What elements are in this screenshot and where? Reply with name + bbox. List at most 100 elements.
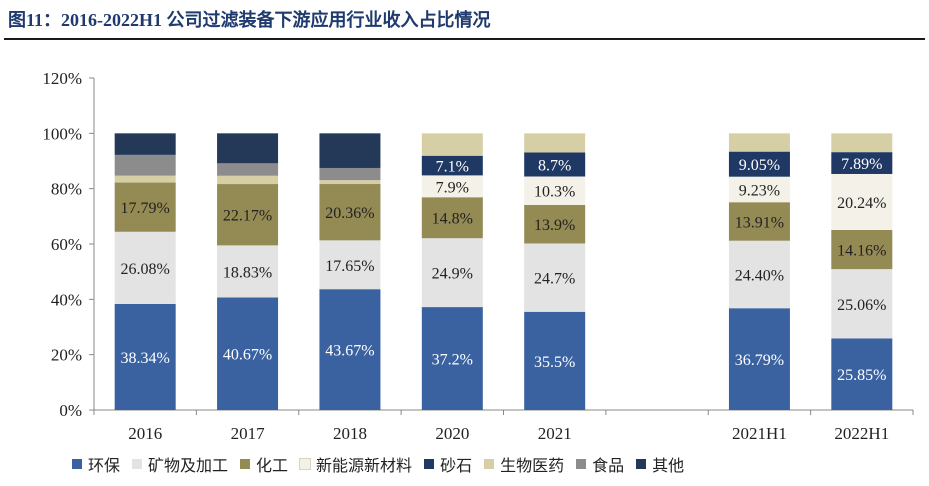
bar-segment	[217, 297, 279, 410]
data-label: 38.34%	[121, 350, 170, 367]
x-tick-label: 2016	[128, 424, 162, 443]
legend-item: 生物医药	[484, 452, 564, 476]
bar-segment	[114, 231, 176, 304]
data-label: 13.9%	[534, 217, 575, 234]
bar-segment	[217, 175, 279, 185]
x-tick-label: 2018	[333, 424, 367, 443]
bar-segment	[217, 184, 279, 246]
legend-swatch	[576, 459, 587, 469]
bar-segment	[421, 238, 483, 308]
chart-legend: 环保 矿物及加工 化工 新能源新材料 砂石 生物医药 食品 其他	[72, 452, 696, 476]
legend-label: 化工	[256, 458, 289, 475]
data-label: 7.1%	[436, 159, 469, 176]
bar-segment	[728, 202, 790, 241]
bar-segment	[524, 133, 586, 153]
data-label: 25.85%	[837, 367, 886, 384]
y-tick-label: 80%	[51, 180, 82, 199]
data-label: 26.08%	[121, 261, 170, 278]
legend-item: 新能源新材料	[299, 452, 413, 476]
bar-segment	[524, 243, 586, 312]
legend-label: 食品	[592, 458, 625, 475]
legend-label: 矿物及加工	[148, 458, 229, 475]
bar-segment	[524, 204, 586, 244]
y-tick-label: 100%	[42, 124, 82, 143]
x-tick-label: 2021	[538, 424, 572, 443]
legend-item: 环保	[72, 452, 120, 476]
data-label: 24.7%	[534, 271, 575, 288]
legend-swatch	[299, 458, 312, 470]
bar-segment	[217, 245, 279, 298]
bar-segment	[114, 182, 176, 232]
y-tick-label: 60%	[51, 235, 82, 254]
data-label: 20.36%	[325, 205, 374, 222]
data-label: 13.91%	[735, 214, 784, 231]
bar-segment	[319, 167, 381, 181]
figure-title: 图11：2016-2022H1 公司过滤装备下游应用行业收入占比情况	[8, 10, 491, 30]
bar-segment	[319, 133, 381, 168]
data-label: 17.79%	[121, 200, 170, 217]
legend-swatch	[72, 459, 82, 469]
legend-item: 化工	[240, 452, 288, 476]
legend-label: 其他	[652, 458, 685, 475]
bar-segment	[831, 229, 893, 270]
bar-segment	[421, 133, 483, 156]
legend-swatch	[132, 459, 143, 469]
legend-swatch	[484, 459, 495, 469]
data-label: 43.67%	[325, 343, 374, 360]
data-label: 9.23%	[739, 182, 780, 199]
bar-segment	[831, 269, 893, 339]
data-label: 20.24%	[837, 195, 886, 212]
y-tick-label: 0%	[59, 401, 82, 420]
legend-label: 砂石	[440, 458, 473, 475]
bar-segment	[831, 152, 893, 174]
bar-segment	[217, 163, 279, 176]
data-label: 7.9%	[436, 179, 469, 196]
data-label: 24.9%	[432, 266, 473, 283]
bar-segment	[421, 155, 483, 176]
legend-item: 矿物及加工	[132, 452, 228, 476]
data-label: 18.83%	[223, 264, 272, 281]
bar-segment	[524, 152, 586, 177]
y-tick-label: 40%	[51, 290, 82, 309]
legend-label: 新能源新材料	[316, 458, 413, 475]
bar-segment	[524, 176, 586, 205]
data-label: 14.16%	[837, 243, 886, 260]
bar-segment	[217, 133, 279, 164]
bar-segment	[421, 307, 483, 410]
bar-segment	[114, 303, 176, 410]
bar-segment	[114, 154, 176, 176]
legend-swatch	[424, 459, 435, 469]
y-tick-label: 20%	[51, 346, 82, 365]
bar-segment	[319, 180, 381, 185]
data-label: 8.7%	[538, 157, 571, 174]
data-label: 22.17%	[223, 208, 272, 225]
data-label: 37.2%	[432, 352, 473, 369]
bar-segment	[114, 133, 176, 155]
x-tick-label: 2020	[435, 424, 469, 443]
bar-segment	[421, 197, 483, 239]
bar-segment	[728, 133, 790, 152]
bar-segment	[728, 240, 790, 309]
legend-item: 砂石	[424, 452, 472, 476]
data-label: 24.40%	[735, 267, 784, 284]
data-label: 9.05%	[739, 157, 780, 174]
bar-segment	[319, 184, 381, 241]
bar-segment	[728, 151, 790, 177]
bar-segment	[831, 173, 893, 230]
data-label: 25.06%	[837, 297, 886, 314]
legend-swatch	[240, 459, 251, 469]
data-label: 35.5%	[534, 354, 575, 371]
legend-item: 食品	[576, 452, 624, 476]
bar-segment	[524, 311, 586, 410]
bar-segment	[114, 175, 176, 183]
bar-segment	[831, 338, 893, 410]
legend-label: 环保	[88, 458, 121, 475]
data-label: 10.3%	[534, 184, 575, 201]
x-tick-label: 2022H1	[834, 424, 889, 443]
legend-item: 其他	[636, 452, 684, 476]
data-label: 40.67%	[223, 347, 272, 364]
bar-segment	[421, 175, 483, 198]
bar-segment	[728, 176, 790, 203]
data-label: 36.79%	[735, 352, 784, 369]
